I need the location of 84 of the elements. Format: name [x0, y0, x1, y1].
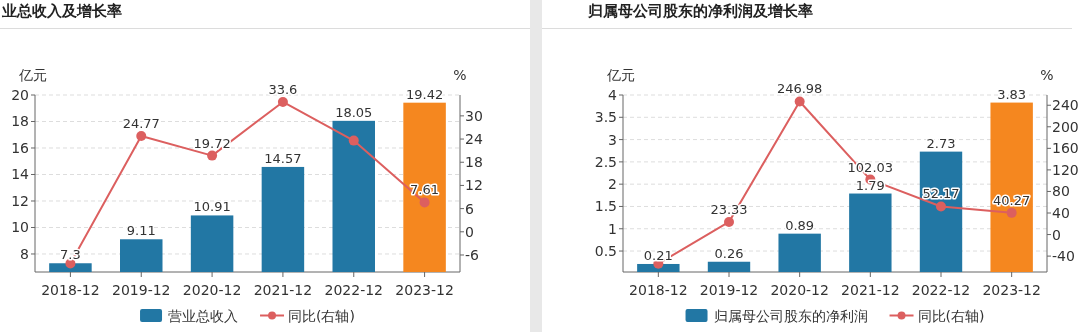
- point: [277, 96, 288, 107]
- y2-tick-label: 30: [465, 107, 483, 124]
- y2-tick-label: 200: [1052, 118, 1079, 135]
- y2-tick-label: 0: [465, 223, 474, 240]
- data-label: 14.57: [264, 150, 302, 166]
- y-tick-label: 2: [608, 176, 617, 193]
- y2-tick-label: -40: [1052, 248, 1075, 265]
- x-tick-label: 2018-12: [629, 282, 688, 298]
- y-tick-label: 0.5: [594, 243, 617, 260]
- x-tick-label: 2018-12: [41, 282, 100, 298]
- point: [136, 131, 147, 142]
- data-label: 1.79: [855, 177, 885, 193]
- legend-label: 同比(右轴): [288, 308, 355, 324]
- x-tick-label: 2020-12: [182, 282, 242, 298]
- y-tick-label: 12: [11, 192, 29, 209]
- data-label: 0.89: [785, 217, 815, 233]
- y2-tick-label: 24: [465, 131, 483, 148]
- x-tick-label: 2020-12: [770, 282, 829, 298]
- y-tick-label: 20: [11, 87, 29, 103]
- data-label: 19.42: [405, 86, 444, 102]
- y-axis-title: 亿元: [606, 67, 635, 83]
- legend-label: 归属母公司股东的净利润: [713, 308, 868, 324]
- data-label: 52.17: [922, 186, 960, 202]
- bar: [990, 102, 1033, 272]
- x-tick-label: 2023-12: [395, 282, 454, 298]
- data-label: 0.21: [643, 247, 673, 263]
- chart-title: 归属母公司股东的净利润及增长率: [587, 2, 813, 20]
- x-tick-label: 2021-12: [841, 282, 900, 298]
- y-tick-label: 1: [608, 220, 617, 237]
- y-tick-label: 3.5: [594, 109, 617, 126]
- legend-label: 同比(右轴): [917, 308, 985, 324]
- point: [794, 96, 805, 107]
- data-label: 2.73: [926, 135, 956, 151]
- y2-tick-label: 0: [1052, 226, 1061, 243]
- y2-tick-label: 12: [465, 177, 483, 194]
- x-tick-label: 2019-12: [699, 282, 759, 298]
- data-label: 7.61: [410, 182, 440, 198]
- y2-tick-label: 120: [1052, 161, 1079, 178]
- point: [936, 201, 946, 212]
- x-tick-label: 2019-12: [112, 282, 171, 298]
- y2-tick-label: 6: [465, 200, 474, 217]
- y2-tick-label: 240: [1052, 97, 1079, 114]
- y-tick-label: 14: [11, 166, 30, 183]
- y-axis-title: 亿元: [18, 67, 47, 83]
- y-tick-label: 16: [11, 139, 30, 156]
- point: [207, 150, 218, 161]
- point: [419, 197, 430, 208]
- y2-axis-title: %: [453, 67, 467, 83]
- y-tick-label: 1.5: [594, 198, 617, 215]
- data-label: 246.98: [776, 81, 823, 97]
- x-tick-label: 2023-12: [982, 282, 1041, 298]
- x-tick-label: 2022-12: [911, 282, 971, 298]
- y2-axis-title: %: [1040, 67, 1054, 83]
- y2-tick-label: 80: [1052, 183, 1070, 200]
- point: [1006, 207, 1017, 218]
- y-tick-label: 3: [608, 131, 617, 148]
- data-label: 9.11: [126, 223, 156, 239]
- data-label: 33.6: [268, 81, 298, 97]
- data-label: 18.05: [335, 104, 373, 120]
- point: [348, 135, 359, 146]
- bar: [778, 233, 821, 272]
- bar: [707, 261, 751, 272]
- y-tick-label: 2.5: [594, 153, 617, 170]
- bar: [919, 151, 963, 272]
- y2-tick-label: 160: [1052, 140, 1079, 157]
- y-tick-label: 18: [11, 113, 29, 130]
- x-tick-label: 2022-12: [324, 282, 383, 298]
- chart-title: 业总收入及增长率: [1, 2, 122, 20]
- data-label: 24.77: [122, 116, 160, 132]
- data-label: 19.72: [193, 135, 231, 151]
- data-label: 0.26: [714, 245, 744, 261]
- y-tick-label: 10: [11, 219, 29, 236]
- y-tick-label: 4: [608, 87, 618, 103]
- legend-label: 营业总收入: [168, 308, 239, 324]
- x-tick-label: 2021-12: [253, 282, 313, 298]
- data-label: 10.91: [193, 199, 231, 215]
- y2-tick-label: -6: [465, 247, 480, 263]
- y2-tick-label: 18: [465, 154, 483, 171]
- point: [724, 216, 734, 227]
- data-label: 3.83: [997, 86, 1027, 102]
- y2-tick-label: 40: [1052, 205, 1070, 221]
- data-label: 40.27: [993, 192, 1031, 208]
- y-tick-label: 8: [20, 245, 29, 262]
- bar: [849, 193, 892, 272]
